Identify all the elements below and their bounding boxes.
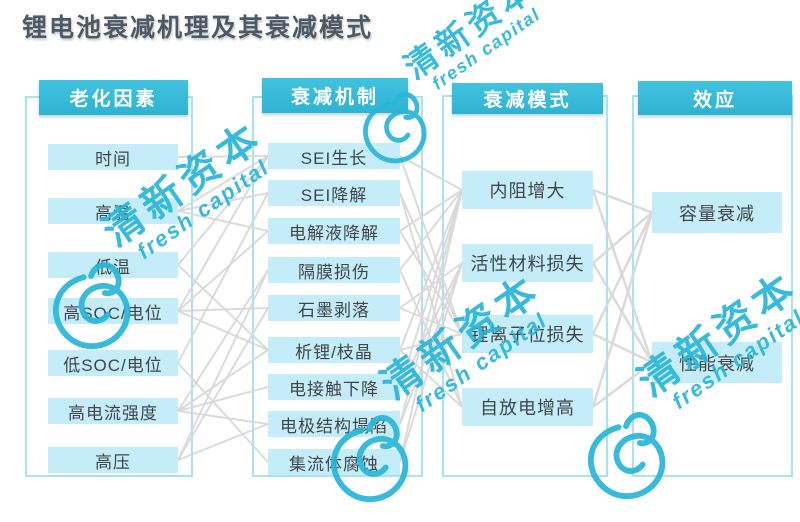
column-2-item-9: 集流体腐蚀 bbox=[268, 449, 400, 475]
watermark-en-label: fresh capital bbox=[428, 3, 545, 94]
column-2-header: 衰减机制 bbox=[262, 78, 408, 113]
column-1-item-6: 高电流强度 bbox=[48, 398, 178, 424]
column-1-item-7: 高压 bbox=[48, 447, 178, 473]
column-2-item-6: 析锂/枝晶 bbox=[268, 337, 400, 363]
column-3-header: 衰减模式 bbox=[452, 83, 603, 114]
column-3-item-4: 自放电增高 bbox=[462, 388, 593, 426]
column-2-item-3: 电解液降解 bbox=[268, 218, 400, 244]
column-3-item-2: 活性材料损失 bbox=[462, 244, 593, 282]
column-1-item-2: 高温 bbox=[48, 198, 178, 224]
column-1-item-3: 低温 bbox=[48, 252, 178, 278]
column-1-item-5: 低SOC/电位 bbox=[48, 350, 178, 376]
column-2-item-5: 石墨剥落 bbox=[268, 295, 400, 321]
column-2-item-8: 电极结构塌陷 bbox=[268, 411, 400, 437]
column-4-item-1: 容量衰减 bbox=[652, 192, 782, 233]
column-1-item-1: 时间 bbox=[48, 144, 178, 170]
column-1-header: 老化因素 bbox=[39, 80, 188, 115]
watermark-cn-label: 清新资本 bbox=[398, 0, 543, 87]
column-2-item-4: 隔膜损伤 bbox=[268, 257, 400, 283]
column-4-header: 效应 bbox=[638, 81, 792, 115]
column-2-item-1: SEI生长 bbox=[268, 143, 400, 169]
column-2-item-2: SEI降解 bbox=[268, 180, 400, 206]
column-4-container bbox=[632, 95, 793, 477]
page-title: 锂电池衰减机理及其衰减模式 bbox=[22, 14, 374, 42]
column-3-item-3: 锂离子位损失 bbox=[462, 315, 593, 353]
column-3-item-1: 内阻增大 bbox=[462, 171, 593, 209]
column-1-item-4: 高SOC/电位 bbox=[48, 298, 178, 324]
column-2-item-7: 电接触下降 bbox=[268, 374, 400, 400]
column-4-item-2: 性能衰减 bbox=[652, 342, 782, 383]
